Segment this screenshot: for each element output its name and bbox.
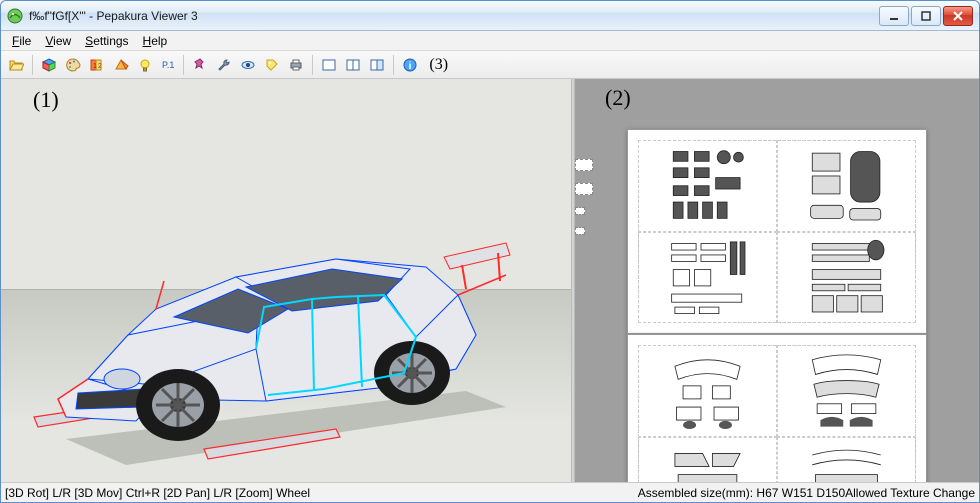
wrench-icon[interactable] bbox=[213, 54, 235, 76]
toolbar: 12 P.1 i (3) bbox=[1, 51, 979, 79]
app-window: f‰f"fGf[X'" - Pepakura Viewer 3 File Vie… bbox=[0, 0, 980, 503]
car-model bbox=[6, 139, 526, 479]
sheet-stack bbox=[627, 129, 927, 482]
sep bbox=[393, 55, 394, 75]
cube-icon[interactable] bbox=[38, 54, 60, 76]
page-tab[interactable] bbox=[575, 207, 585, 215]
menu-settings[interactable]: Settings bbox=[78, 32, 135, 50]
status-hint: [3D Rot] L/R [3D Mov] Ctrl+R [2D Pan] L/… bbox=[5, 486, 638, 500]
app-icon bbox=[7, 8, 23, 24]
palette-icon[interactable] bbox=[62, 54, 84, 76]
page-tab[interactable] bbox=[575, 183, 593, 195]
annotation-2: (2) bbox=[605, 85, 631, 111]
annotation-3: (3) bbox=[429, 56, 448, 74]
viewport-3d[interactable]: (1) bbox=[1, 79, 571, 482]
unfold-icon[interactable]: 12 bbox=[86, 54, 108, 76]
svg-text:i: i bbox=[409, 61, 412, 72]
open-icon[interactable] bbox=[5, 54, 27, 76]
info-icon[interactable]: i bbox=[399, 54, 421, 76]
sep bbox=[183, 55, 184, 75]
titlebar[interactable]: f‰f"fGf[X'" - Pepakura Viewer 3 bbox=[1, 1, 979, 31]
sep bbox=[312, 55, 313, 75]
statusbar: [3D Rot] L/R [3D Mov] Ctrl+R [2D Pan] L/… bbox=[1, 482, 979, 502]
page-tab[interactable] bbox=[575, 159, 593, 171]
window-title: f‰f"fGf[X'" - Pepakura Viewer 3 bbox=[29, 9, 877, 23]
sep bbox=[32, 55, 33, 75]
menu-file[interactable]: File bbox=[5, 32, 38, 50]
close-button[interactable] bbox=[943, 6, 973, 26]
svg-text:2: 2 bbox=[98, 63, 102, 70]
window1-icon[interactable] bbox=[318, 54, 340, 76]
svg-text:1: 1 bbox=[93, 63, 97, 70]
size-dims: H67 W151 D150 bbox=[756, 486, 845, 500]
pin-icon[interactable] bbox=[189, 54, 211, 76]
window2-icon[interactable] bbox=[342, 54, 364, 76]
page-tab[interactable] bbox=[575, 227, 585, 235]
size-label: Assembled size(mm): bbox=[638, 486, 757, 500]
side-tabs bbox=[575, 159, 593, 235]
menubar: File View Settings Help bbox=[1, 31, 979, 51]
flat-icon[interactable] bbox=[110, 54, 132, 76]
minimize-button[interactable] bbox=[879, 6, 909, 26]
viewport-2d[interactable]: (2) bbox=[575, 79, 979, 482]
unfold-page-1[interactable] bbox=[627, 129, 927, 334]
content: (1) bbox=[1, 79, 979, 482]
menu-help[interactable]: Help bbox=[136, 32, 175, 50]
window-controls bbox=[877, 6, 973, 26]
annotation-1: (1) bbox=[33, 87, 59, 113]
menu-view[interactable]: View bbox=[38, 32, 78, 50]
status-size: Assembled size(mm): H67 W151 D150Allowed… bbox=[638, 486, 975, 500]
print-icon[interactable] bbox=[285, 54, 307, 76]
tag-icon[interactable] bbox=[261, 54, 283, 76]
window3-icon[interactable] bbox=[366, 54, 388, 76]
maximize-button[interactable] bbox=[911, 6, 941, 26]
unfold-page-2[interactable] bbox=[627, 334, 927, 482]
p1-icon[interactable]: P.1 bbox=[158, 54, 178, 76]
size-suffix: Allowed Texture Change bbox=[845, 486, 975, 500]
eye-icon[interactable] bbox=[237, 54, 259, 76]
bulb-icon[interactable] bbox=[134, 54, 156, 76]
